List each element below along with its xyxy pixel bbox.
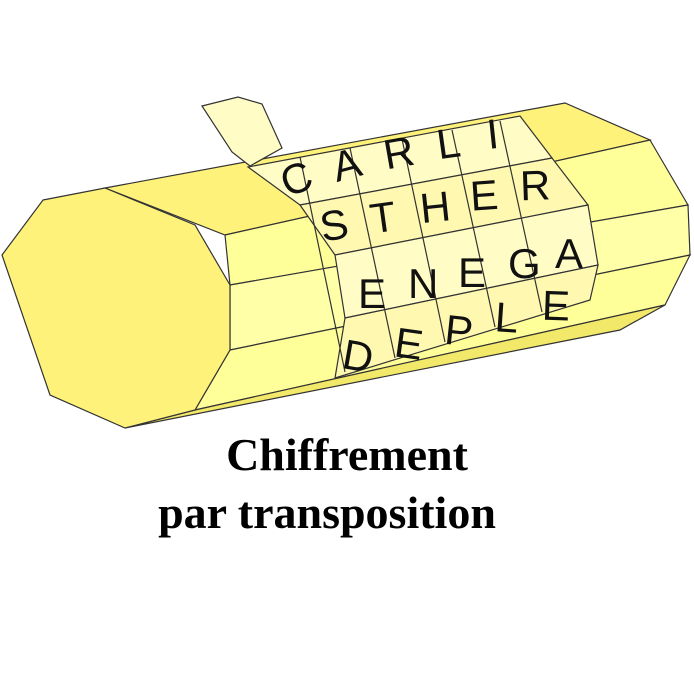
letter-r3c2: N [408,260,438,307]
letter-r2c4: E [468,171,499,220]
strip-loose-end [201,96,283,167]
letter-r3c4: G [508,240,541,287]
letter-r4c5: E [541,282,571,330]
strip-row-4 [334,264,599,379]
strip-letters: C A R L I S T H E R E N E G A D E P L E [273,110,583,382]
letter-r3c1: E [358,270,386,317]
letter-r3c3: E [458,249,486,296]
letter-r4c3: P [443,306,476,356]
letter-r3c5: A [555,230,583,277]
caption-line-1: Chiffrement [226,429,468,480]
letter-r2c3: H [418,182,453,232]
caption-line-2: par transposition [158,487,496,538]
letter-r2c5: R [519,161,551,209]
cylinder-end-face [1,187,231,429]
strip-column-lines [299,120,543,373]
letter-r1c5: I [484,110,501,158]
letter-r4c2: E [392,319,426,369]
letter-r4c4: L [493,293,520,342]
